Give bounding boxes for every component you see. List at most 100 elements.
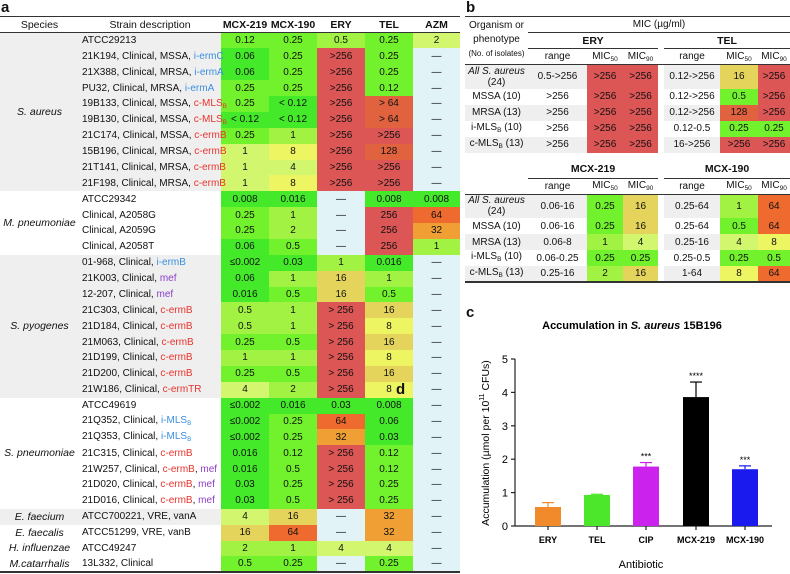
resistance-tag: c-ermB: [161, 337, 193, 348]
mic-cell: 64: [758, 218, 790, 234]
sub-header-label-text: MIC: [761, 180, 780, 191]
organism-text-text: (13): [502, 137, 524, 149]
mic-cell: —: [317, 238, 365, 255]
mic-cell: < 0.12: [221, 111, 269, 128]
mic-cell: 4: [623, 234, 659, 250]
mic-cell: 0.016: [365, 254, 413, 271]
mic-cell: ≤0.002: [221, 413, 269, 430]
mic-cell: 0.5: [269, 461, 317, 477]
strain-description: 21C174, Clinical, MSSA, c-ermB: [79, 127, 227, 144]
mic-cell: 0.25: [365, 64, 413, 81]
mic-cell: —: [413, 143, 460, 160]
mic-cell: 0.5: [269, 286, 317, 303]
table-row: MRSA (13) 0.06-8 1 4 0.25-16 4 8: [465, 234, 790, 250]
organism-text-text: (24): [487, 206, 506, 218]
table-row: Clinical, A2059G 0.25 2—256 32: [0, 223, 460, 239]
mic-cell: 0.12: [269, 445, 317, 462]
organism-text: (13): [503, 138, 524, 149]
table-row: H. influenzae ATCC49247 2 1 4 4—: [0, 540, 460, 557]
mic-cell: 0.12: [221, 32, 269, 49]
range-cell: 0.06-16: [540, 220, 575, 232]
mic-cell: 8: [720, 266, 759, 282]
strain-text: 21D200, Clinical,: [82, 368, 160, 379]
mic-cell: 0.06: [365, 413, 413, 430]
y-tick-label: 2: [502, 454, 508, 466]
table-row: 21F198, Clinical, MRSA, c-ermB 1 8 >256 >256…: [0, 175, 460, 192]
strain-description: 21D200, Clinical, c-ermB: [79, 365, 221, 382]
strain-text: 21K003, Clinical,: [82, 273, 160, 284]
drug-header: MCX-219: [528, 160, 659, 179]
organism-text-text: MRSA (13): [472, 236, 521, 248]
strain-text: 21K194, Clinical, MSSA,: [82, 51, 194, 62]
mic-cell: 1: [269, 127, 317, 144]
mic-cell: —: [317, 223, 365, 239]
bar-tel: [584, 494, 610, 526]
table-row: 21C315, Clinical, c-ermB 0.016 0.12 > 256 0.…: [0, 445, 460, 462]
sub-header-label-text: MIC: [761, 50, 780, 62]
mic-cell: 0.25: [720, 250, 759, 266]
mic-cell: 0.25: [269, 64, 317, 81]
range-cell: 0.12-0.5: [673, 123, 711, 134]
sub-header-label-subscript: 50: [744, 185, 752, 192]
sub-header-label-text: range: [679, 51, 705, 62]
table-row: 21M063, Clinical, c-ermB 0.25 0.5 > 256 16—: [0, 334, 460, 350]
mic-cell: >256: [317, 175, 365, 192]
significance-marker: ****: [689, 371, 704, 381]
mic-cell: 1: [269, 207, 317, 223]
resistance-tag-text: c-ermB: [160, 447, 193, 459]
table-row: 21K003, Clinical, mef 0.06 1 16 1—: [0, 270, 460, 287]
bar-cip: [633, 466, 659, 526]
strain-text-text: 21K194, Clinical, MSSA,: [82, 50, 194, 62]
table-row: Clinical, A2058G 0.25 1—256 64: [0, 207, 460, 223]
mic-cell: 1: [317, 254, 365, 271]
drug-header: ERY: [528, 32, 658, 49]
mic-summary-table-1: Organism or phenotype (No. of isolates) MIC…: [465, 16, 790, 153]
range-cell: 0.25-16: [528, 266, 587, 282]
strain-description: 21K003, Clinical, mef: [79, 270, 221, 287]
table-row: i-MLSB (10) 0.06-0.25 0.25 0.25 0.25-0.5 0.25…: [465, 250, 790, 266]
strain-description: 21D020, Clinical, c-ermB, mef: [79, 477, 221, 493]
sub-header: range: [664, 49, 720, 65]
resistance-tag: i-MLSB: [161, 415, 191, 427]
resistance-tag-text: c-ermTR: [162, 384, 202, 396]
resistance-tag-text: mef: [200, 463, 218, 475]
strain-description: ATCC49619: [79, 398, 221, 414]
panel-c-label: c: [466, 304, 475, 321]
resistance-tag: c-ermB: [160, 495, 192, 506]
mic-cell: > 256: [317, 461, 365, 477]
strain-text: 21X388, Clinical, MRSA,: [82, 67, 194, 78]
strain-description: 21W257, Clinical, c-ermB, mef: [79, 461, 221, 477]
organism-header: Organism or phenotype (No. of isolates): [465, 17, 528, 65]
mic-cell: 2: [269, 381, 317, 398]
sub-header-label: MIC90: [761, 180, 787, 192]
mic-cell: > 64: [365, 111, 413, 128]
organism-header-line: phenotype: [473, 34, 520, 45]
header-species: Species: [0, 16, 79, 33]
mic-cell: 0.12: [365, 461, 413, 477]
y-tick-label: 4: [502, 387, 508, 399]
strain-description: Clinical, A2059G: [79, 223, 221, 239]
mic-cell: 64: [758, 194, 790, 218]
sub-header-label-subscript: 90: [779, 55, 787, 63]
table-row: 21C303, Clinical, c-ermB 0.5 1 > 256 16—: [0, 302, 460, 319]
mic-cell: 0.25: [221, 334, 269, 350]
mic-cell: —: [317, 191, 365, 208]
range-cell: >256: [546, 123, 569, 134]
chart-title: Accumulation in S. aureus 15B196: [542, 320, 722, 332]
mic-cell: —: [317, 207, 365, 223]
mic-summary-table-2: MCX-219 MCX-190 range MIC50 MIC90 range MIC50 M…: [465, 160, 790, 283]
mic-cell: 0.5: [221, 318, 269, 335]
header-mcx219: MCX-219: [221, 16, 269, 33]
sub-header: MIC90: [758, 49, 790, 65]
sub-header-label-subscript: 90: [646, 185, 654, 192]
strain-text: 21W186, Clinical,: [82, 384, 163, 395]
strain-description: ATCC51299, VRE, vanB: [79, 525, 221, 541]
bar-mcx-190: [732, 469, 758, 526]
organism-text-text: All S. aureus: [468, 195, 525, 207]
sub-header-label-subscript: 50: [610, 55, 618, 63]
strain-description: Clinical, A2058T: [79, 239, 221, 255]
organism-cell: All S. aureus (24): [465, 64, 528, 89]
table-row: 21C174, Clinical, MSSA, c-ermB 0.25 1 >256 >…: [0, 127, 460, 144]
strain-text-text: ATCC49619: [82, 400, 137, 412]
mic-cell: —: [317, 524, 365, 541]
